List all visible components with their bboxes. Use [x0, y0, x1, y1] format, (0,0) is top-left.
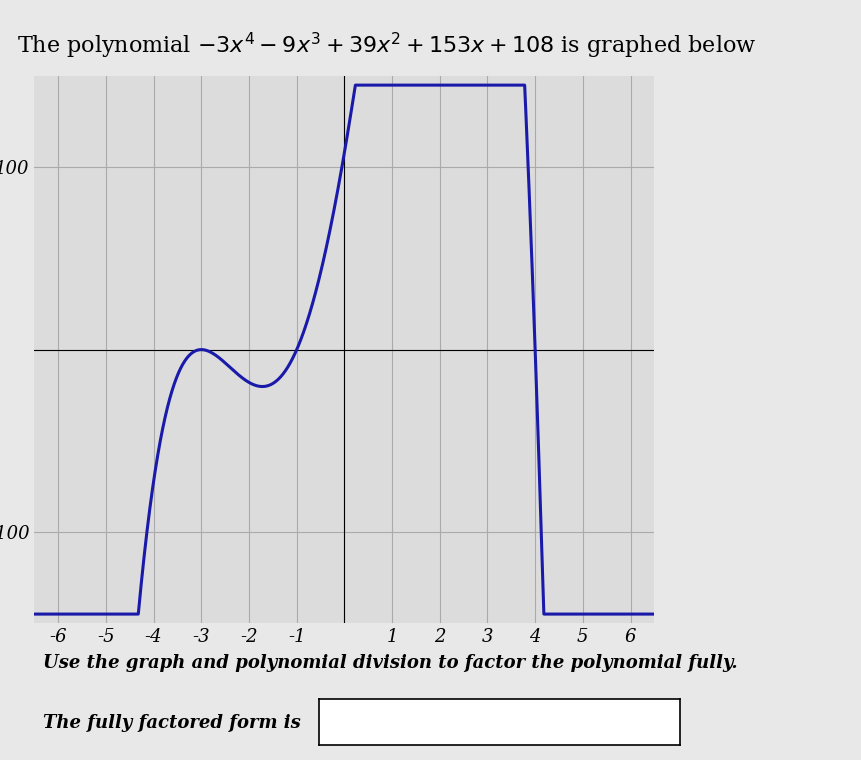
Text: The fully factored form is: The fully factored form is — [43, 714, 300, 733]
Text: The polynomial $-3x^4 - 9x^3 + 39x^2 + 153x + 108$ is graphed below: The polynomial $-3x^4 - 9x^3 + 39x^2 + 1… — [17, 30, 757, 61]
Text: Use the graph and polynomial division to factor the polynomial fully.: Use the graph and polynomial division to… — [43, 654, 738, 672]
